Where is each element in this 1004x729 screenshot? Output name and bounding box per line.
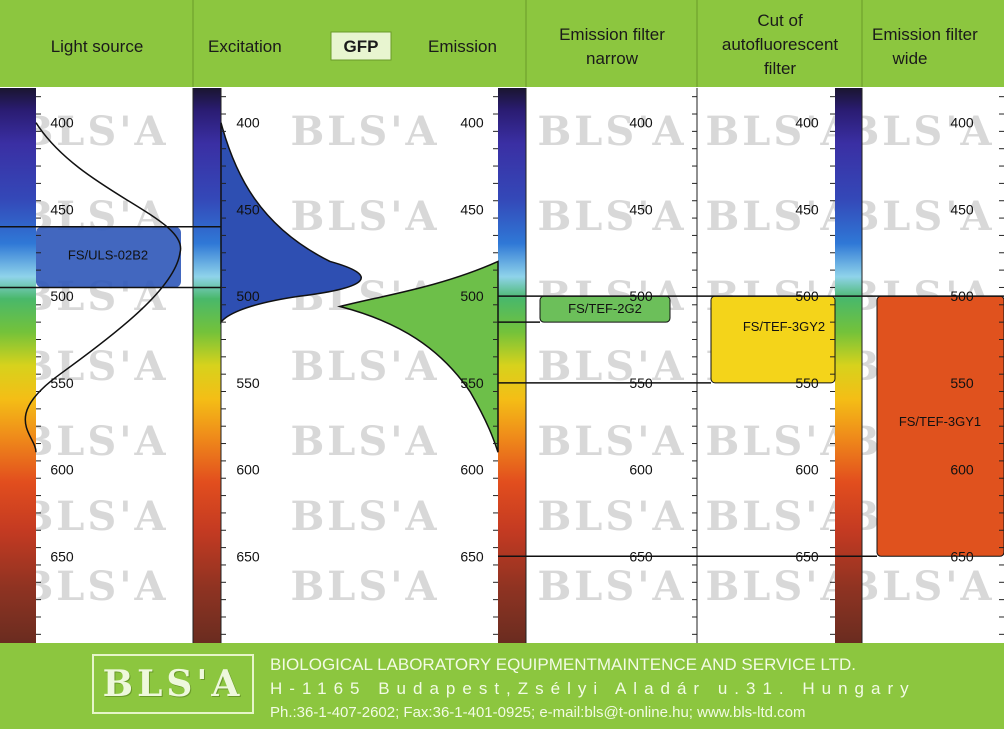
watermark-text: BLS'A	[290, 108, 439, 155]
watermark-text: BLS'A	[19, 343, 168, 390]
tick-label: 600	[950, 462, 974, 478]
tick-label: 450	[950, 201, 974, 217]
watermark-text: BLS'A	[537, 418, 686, 465]
tick-label: 450	[795, 201, 819, 217]
tick-marks: 400 450 500 550 600 650 400 450 500 550 600 650 400 4…	[36, 96, 1004, 635]
spectral-curves: FS/ULS-02B2	[24, 122, 499, 453]
light-source-band	[36, 226, 181, 288]
header-excitation: Excitation	[208, 37, 282, 56]
tick-label: 600	[236, 462, 260, 478]
header-cut-line1: Cut of	[757, 11, 803, 30]
tick-label: 400	[950, 115, 974, 131]
spectrum-bar	[835, 88, 862, 643]
bls-logo: BLS'A	[92, 654, 254, 714]
tick-label: 450	[236, 201, 260, 217]
watermark-text: BLS'A	[705, 418, 854, 465]
header-band	[0, 0, 1004, 87]
spectra-chart: Light source Excitation GFP Emission Emi…	[0, 0, 1004, 643]
header-cut-line3: filter	[764, 59, 796, 78]
watermark-text: BLS'A	[845, 563, 994, 610]
watermark-text: BLS'A	[19, 563, 168, 610]
header-emission-narrow-line1: Emission filter	[559, 25, 665, 44]
color-bars	[0, 88, 863, 643]
watermark-text: BLS'A	[705, 193, 854, 240]
filter-block-autofluorescent	[710, 295, 836, 384]
watermark-text: BLS'A	[290, 563, 439, 610]
tick-label: 650	[950, 548, 974, 564]
company-address: H-1165 Budapest,Zsélyi Aladár u.31. Hung…	[270, 679, 916, 698]
header-dividers	[192, 0, 863, 87]
watermark-text: BLS'A	[290, 493, 439, 540]
watermark-text: BLS'A	[845, 193, 994, 240]
filter-label-autofluorescent: FS/TEF-3GY2	[743, 319, 825, 334]
tick-label: 600	[795, 462, 819, 478]
watermark-text: BLS'A	[19, 493, 168, 540]
watermark-text: BLS'A	[290, 418, 439, 465]
tick-label: 450	[629, 201, 653, 217]
watermark-text: BLS'A	[705, 563, 854, 610]
tick-label: 500	[460, 288, 484, 304]
guide-lines	[0, 226, 1004, 558]
watermark-text: BLS'A	[537, 193, 686, 240]
spectrum-bar	[193, 88, 221, 643]
header-emission-narrow-line2: narrow	[586, 49, 639, 68]
emission-curve	[337, 260, 499, 453]
watermark-text: BLS'A	[537, 563, 686, 610]
watermark-text: BLS'A	[19, 418, 168, 465]
tick-label: 550	[236, 375, 260, 391]
watermark-text: BLS'A	[705, 108, 854, 155]
header-gfp: GFP	[344, 37, 379, 56]
excitation-curve	[220, 122, 362, 325]
filter-blocks: FS/TEF-2G2 FS/TEF-3GY2 FS/TEF-3GY1	[539, 295, 1004, 557]
light-source-label: FS/ULS-02B2	[68, 248, 148, 263]
tick-label: 400	[236, 115, 260, 131]
tick-label: 650	[460, 548, 484, 564]
watermark-text: BLS'A	[845, 108, 994, 155]
header-emission-wide-line2: wide	[892, 49, 928, 68]
header-emission-wide-line1: Emission filter	[872, 25, 978, 44]
header-cut-line2: autofluorescent	[722, 35, 839, 54]
header-light-source: Light source	[51, 37, 144, 56]
tick-label: 550	[50, 375, 74, 391]
tick-label: 500	[236, 288, 260, 304]
tick-label: 500	[50, 288, 74, 304]
tick-label: 450	[50, 201, 74, 217]
tick-label: 400	[460, 115, 484, 131]
footer-band	[0, 643, 1004, 729]
spectrum-bar	[498, 88, 526, 643]
tick-label: 400	[795, 115, 819, 131]
tick-label: 650	[236, 548, 260, 564]
tick-label: 400	[50, 115, 74, 131]
watermark-text: BLS'A	[290, 193, 439, 240]
header-emission: Emission	[428, 37, 497, 56]
watermark-text: BLS'A	[537, 493, 686, 540]
watermark-text: BLS'A	[19, 108, 168, 155]
tick-label: 550	[460, 375, 484, 391]
company-name: BIOLOGICAL LABORATORY EQUIPMENTMAINTENCE…	[270, 655, 857, 674]
tick-label: 450	[460, 201, 484, 217]
tick-label: 400	[629, 115, 653, 131]
tick-label: 600	[629, 462, 653, 478]
company-contact: Ph.:36-1-407-2602; Fax:36-1-401-0925; e-…	[270, 704, 806, 721]
filter-label-wide: FS/TEF-3GY1	[899, 414, 981, 429]
watermark-text: BLS'A	[290, 343, 439, 390]
gfp-box	[330, 31, 392, 61]
watermark-text: BLS'A	[537, 108, 686, 155]
filter-label-narrow: FS/TEF-2G2	[568, 301, 642, 316]
watermark-text: BLS'A	[705, 493, 854, 540]
tick-label: 600	[460, 462, 484, 478]
spectrum-bar	[0, 88, 36, 643]
tick-label: 600	[50, 462, 74, 478]
tick-label: 650	[50, 548, 74, 564]
light-source-curve	[24, 122, 182, 453]
tick-label: 550	[795, 375, 819, 391]
tick-label: 550	[950, 375, 974, 391]
